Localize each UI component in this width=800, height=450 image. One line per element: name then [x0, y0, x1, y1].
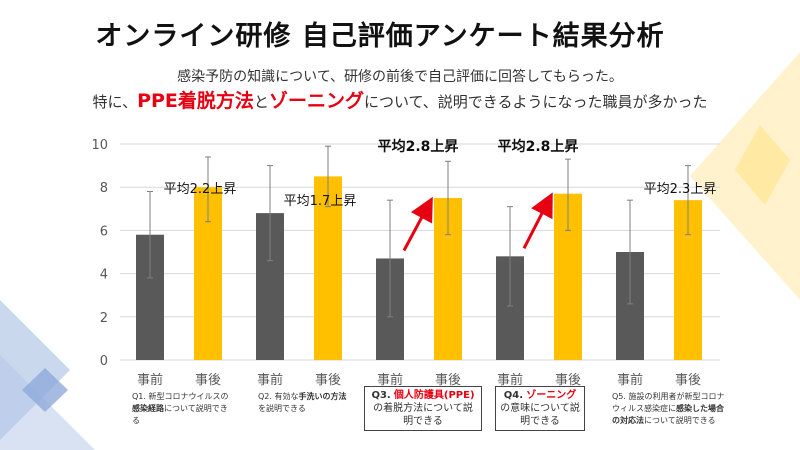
question-id: Q2. [258, 392, 272, 401]
y-tick-label: 0 [100, 354, 108, 369]
question-text: の着脱方法について説明できる [373, 403, 473, 427]
question-id: Q4. [503, 390, 524, 401]
x-tick-label: 事後 [555, 373, 581, 388]
question-keyword: 個人防護具(PPE) [393, 390, 475, 401]
annotation-label: 平均2.2上昇 [164, 182, 237, 197]
increase-arrow [522, 192, 553, 250]
annotation-label: 平均2.8上昇 [498, 138, 579, 155]
question-text: を説明できる [258, 404, 306, 413]
question-id: Q3. [371, 390, 391, 401]
question-keyword: 感染した場合の対応法 [612, 404, 724, 425]
question-id: Q5. [612, 392, 626, 401]
question-keyword: ゾーニング [526, 390, 577, 401]
question-text: 新型コロナウイルスの [145, 392, 229, 401]
question-text: の意味について説明できる [500, 403, 580, 427]
increase-arrow [402, 196, 433, 252]
question-text: 施設の利用者が新型コロナウィルス感染症に [612, 392, 725, 413]
subtitle-line-1: 感染予防の知識について、研修の前後で自己評価に回答してもらった。 [177, 69, 623, 85]
subtitle-text-2: と [253, 93, 269, 111]
question-label-q5: Q5. 施設の利用者が新型コロナウィルス感染症に感染した場合の対応法について説明… [612, 391, 730, 427]
question-label-q3: Q3. 個人防護具(PPE) の着脱方法について説明できる [364, 386, 482, 431]
x-tick-label: 事前 [257, 372, 283, 388]
subtitle-line-2: 特に、PPE着脱方法とゾーニングについて、説明できるようになった職員が多かった [0, 86, 800, 113]
y-tick-label: 8 [100, 181, 108, 196]
x-tick-label: 事前 [137, 372, 163, 388]
question-text: について説明できる [132, 404, 228, 425]
y-tick-label: 6 [100, 224, 108, 239]
yellow-diamond-small [735, 125, 790, 205]
question-label-q2: Q2. 有効な手洗いの方法を説明できる [258, 391, 350, 415]
subtitle-highlight-zoning: ゾーニング [268, 90, 364, 112]
question-keyword: 手洗いの方法 [298, 392, 347, 401]
x-tick-label: 事前 [377, 372, 403, 388]
subtitle-highlight-ppe: PPE着脱方法 [137, 90, 254, 112]
question-text: 有効な [271, 392, 299, 401]
annotation-label: 平均1.7上昇 [284, 194, 357, 209]
y-tick-label: 10 [91, 138, 108, 153]
x-tick-label: 事後 [435, 373, 461, 388]
annotation-label: 平均2.3上昇 [644, 182, 717, 197]
x-tick-label: 事後 [315, 373, 341, 388]
question-id: Q1. [132, 392, 146, 401]
x-tick-label: 事後 [195, 373, 221, 388]
question-text: について説明できる [644, 416, 716, 425]
blue-diamond-shape [0, 300, 70, 440]
blue-diamond-small [22, 368, 68, 412]
subtitle-text-1: 特に、 [92, 93, 138, 111]
question-label-q4: Q4. ゾーニングの意味について説明できる [495, 386, 585, 431]
x-tick-label: 事後 [675, 373, 701, 388]
page-title: オンライン研修 自己評価アンケート結果分析 [95, 21, 665, 52]
x-tick-label: 事前 [617, 372, 643, 388]
subtitle-text-3: について、説明できるようになった職員が多かった [363, 93, 708, 111]
y-tick-label: 4 [100, 268, 108, 283]
y-tick-label: 2 [100, 311, 108, 326]
annotation-label: 平均2.8上昇 [378, 138, 459, 155]
x-tick-label: 事前 [497, 372, 523, 388]
question-label-q1: Q1. 新型コロナウイルスの感染経路について説明できる [132, 391, 230, 427]
question-keyword: 感染経路 [132, 404, 164, 413]
